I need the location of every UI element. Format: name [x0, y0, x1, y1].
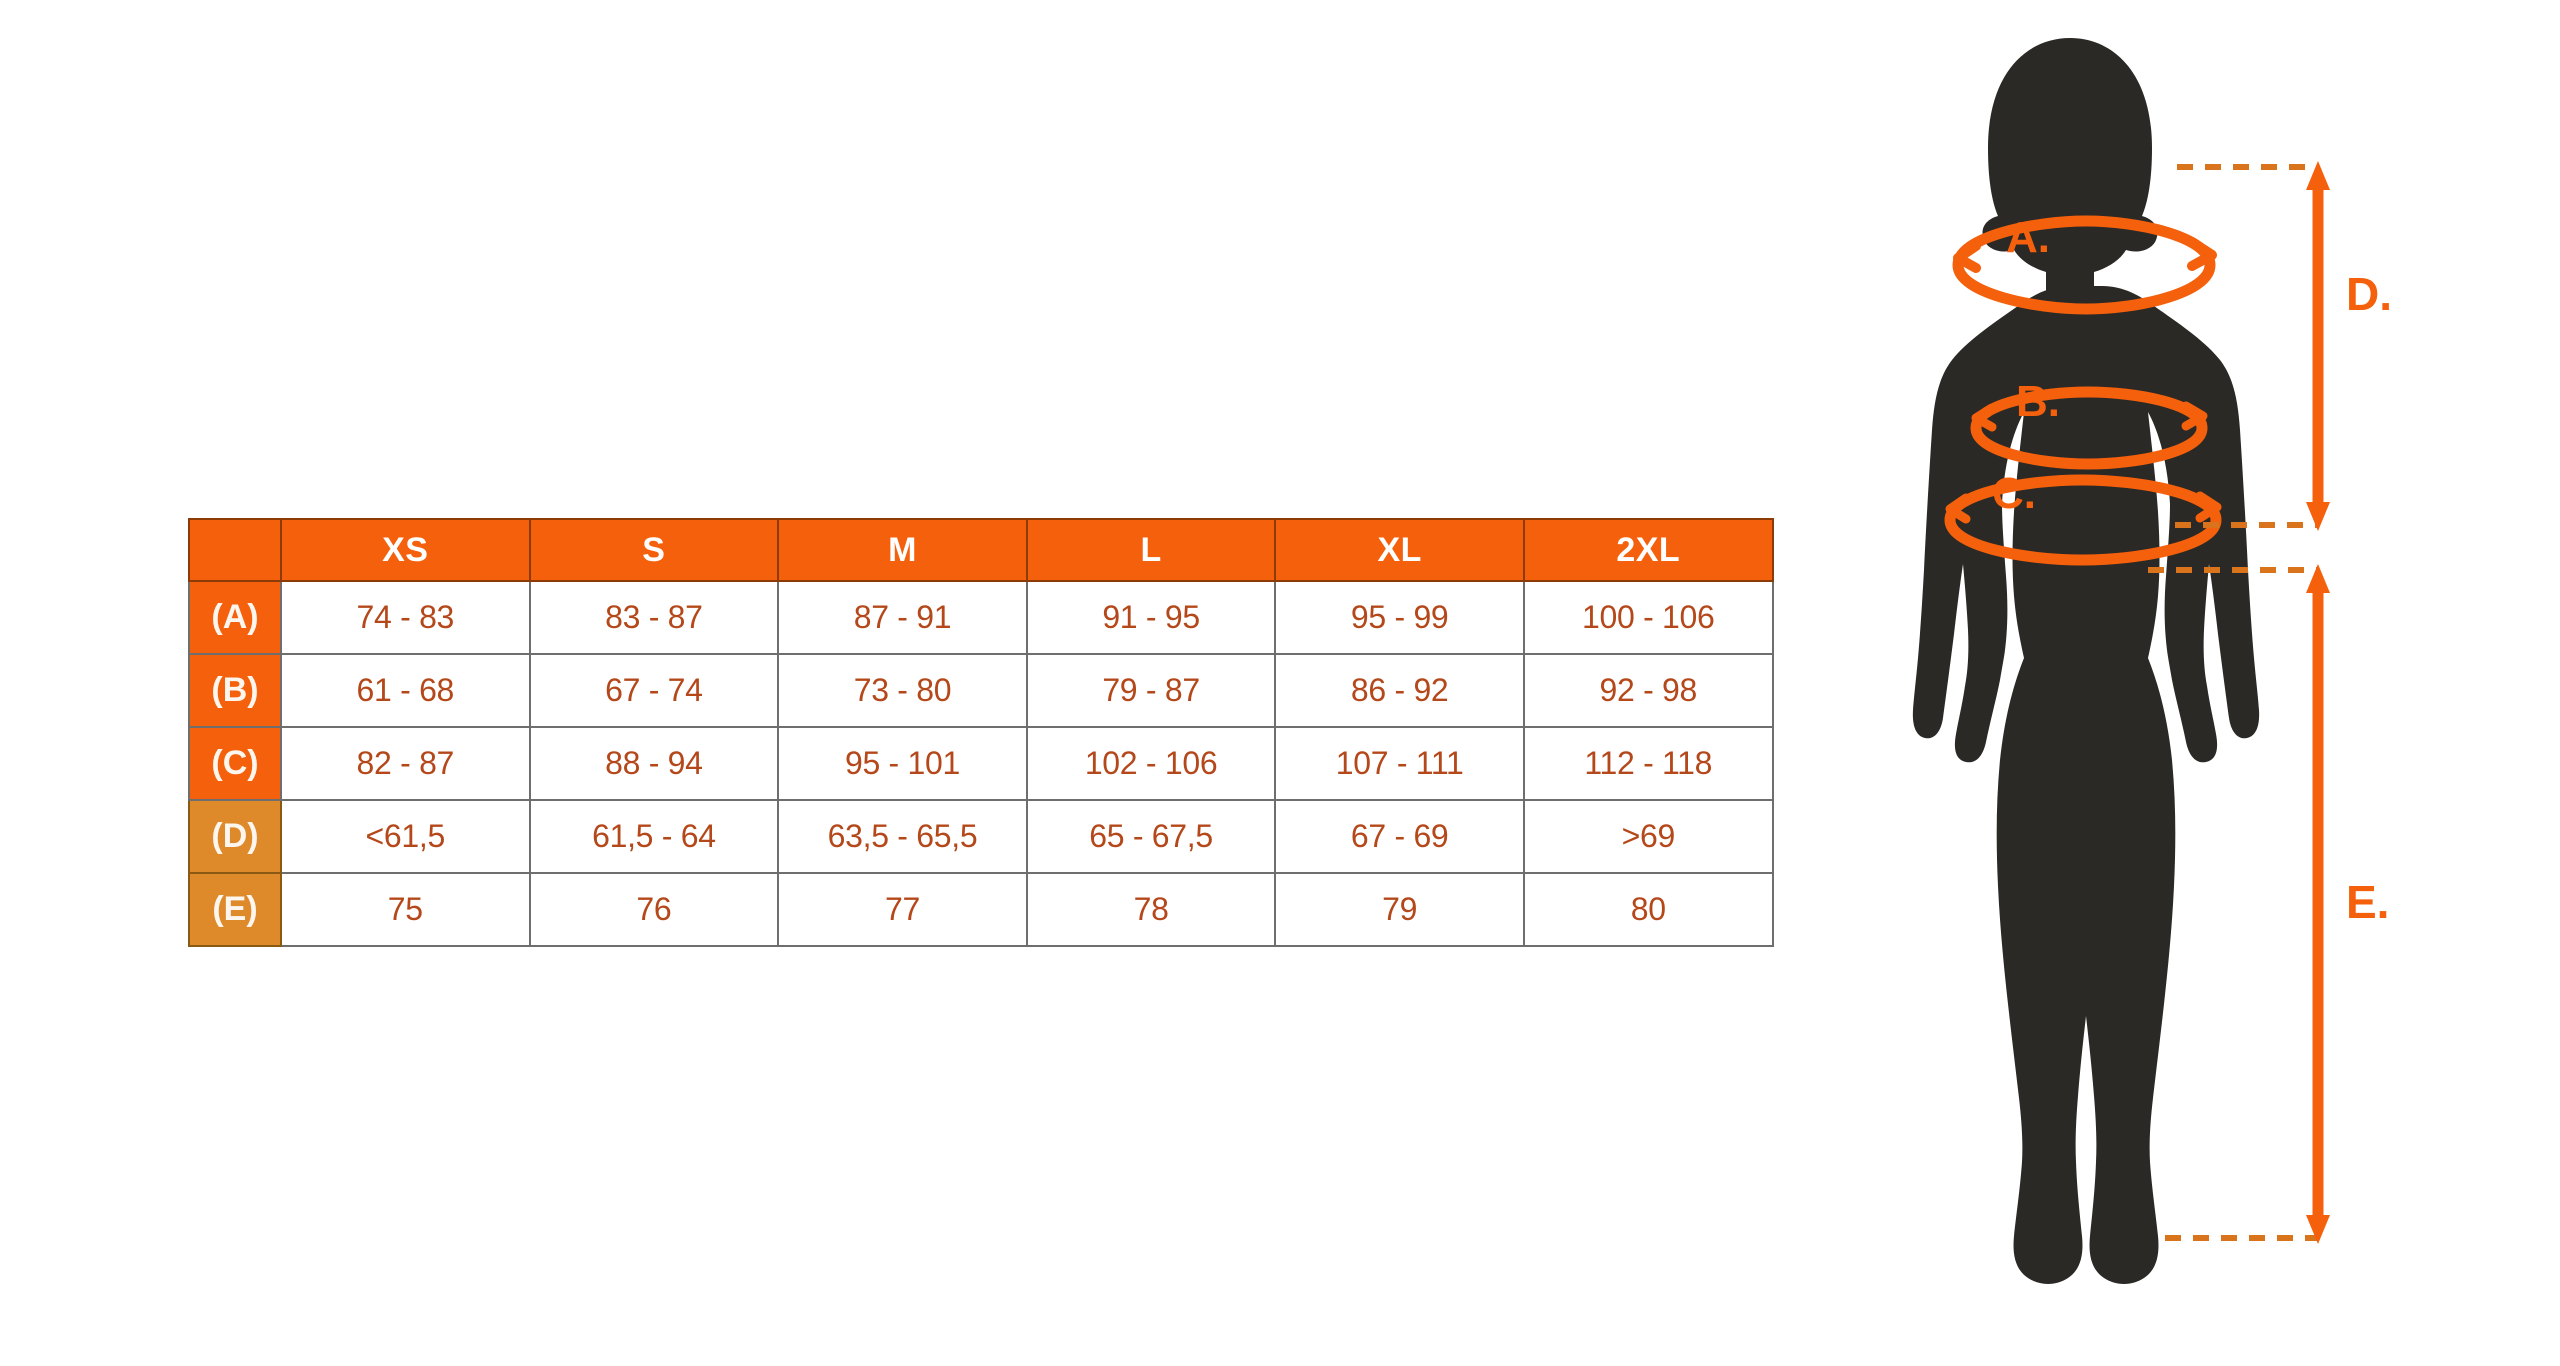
size-chart-table-container: XS S M L XL 2XL (A) 74 - 83 83 - 87 87 -…: [188, 518, 1774, 947]
cell-e-s: 76: [528, 872, 780, 947]
cell-b-m: 73 - 80: [777, 653, 1028, 728]
cell-e-m: 77: [777, 872, 1028, 947]
table-row: (C) 82 - 87 88 - 94 95 - 101 102 - 106 1…: [188, 726, 1774, 801]
cell-b-s: 67 - 74: [528, 653, 780, 728]
column-header-s: S: [528, 518, 780, 582]
table-row: (B) 61 - 68 67 - 74 73 - 80 79 - 87 86 -…: [188, 653, 1774, 728]
cell-b-xs: 61 - 68: [280, 653, 531, 728]
cell-c-s: 88 - 94: [528, 726, 780, 801]
measurement-ring-b: B.: [1970, 377, 2208, 470]
row-label-c: (C): [188, 726, 282, 801]
measurement-label-d: D.: [2346, 268, 2392, 320]
cell-c-2xl: 112 - 118: [1522, 726, 1774, 801]
body-measurement-diagram: A. B. C. D. E.: [1880, 30, 2540, 1340]
row-label-d: (D): [188, 799, 282, 874]
cell-d-m: 63,5 - 65,5: [777, 799, 1028, 874]
measurement-ring-a: A.: [1952, 213, 2217, 315]
cell-c-l: 102 - 106: [1025, 726, 1277, 801]
table-header-row: XS S M L XL 2XL: [188, 518, 1774, 582]
cell-d-s: 61,5 - 64: [528, 799, 780, 874]
cell-a-s: 83 - 87: [528, 580, 780, 655]
measurement-ring-c: C.: [1944, 469, 2222, 566]
row-label-b: (B): [188, 653, 282, 728]
cell-e-xs: 75: [280, 872, 531, 947]
cell-d-xs: <61,5: [280, 799, 531, 874]
cell-c-m: 95 - 101: [777, 726, 1028, 801]
column-header-2xl: 2XL: [1522, 518, 1774, 582]
cell-a-xs: 74 - 83: [280, 580, 531, 655]
cell-b-xl: 86 - 92: [1274, 653, 1525, 728]
row-label-a: (A): [188, 580, 282, 655]
cell-a-xl: 95 - 99: [1274, 580, 1525, 655]
cell-e-xl: 79: [1274, 872, 1525, 947]
measurement-arrow-e: E.: [2148, 564, 2389, 1244]
table-row: (D) <61,5 61,5 - 64 63,5 - 65,5 65 - 67,…: [188, 799, 1774, 874]
table-row: (A) 74 - 83 83 - 87 87 - 91 91 - 95 95 -…: [188, 580, 1774, 655]
measurement-arrow-d: D.: [2175, 161, 2392, 531]
measurement-label-c: C.: [1992, 469, 2036, 518]
measurement-label-b: B.: [2016, 377, 2060, 426]
cell-e-2xl: 80: [1522, 872, 1774, 947]
female-silhouette-icon: [1912, 38, 2260, 1284]
measurement-label-a: A.: [2006, 213, 2050, 262]
cell-b-2xl: 92 - 98: [1522, 653, 1774, 728]
table-corner-cell: [188, 518, 282, 582]
column-header-m: M: [777, 518, 1028, 582]
cell-d-xl: 67 - 69: [1274, 799, 1525, 874]
column-header-l: L: [1025, 518, 1277, 582]
column-header-xs: XS: [280, 518, 531, 582]
row-label-e: (E): [188, 872, 282, 947]
cell-c-xs: 82 - 87: [280, 726, 531, 801]
table-row: (E) 75 76 77 78 79 80: [188, 872, 1774, 947]
size-chart-table: XS S M L XL 2XL (A) 74 - 83 83 - 87 87 -…: [188, 518, 1774, 947]
cell-b-l: 79 - 87: [1025, 653, 1277, 728]
cell-a-2xl: 100 - 106: [1522, 580, 1774, 655]
cell-a-l: 91 - 95: [1025, 580, 1277, 655]
cell-a-m: 87 - 91: [777, 580, 1028, 655]
cell-d-l: 65 - 67,5: [1025, 799, 1277, 874]
cell-d-2xl: >69: [1522, 799, 1774, 874]
column-header-xl: XL: [1274, 518, 1525, 582]
cell-e-l: 78: [1025, 872, 1277, 947]
cell-c-xl: 107 - 111: [1274, 726, 1525, 801]
measurement-label-e: E.: [2346, 876, 2389, 928]
